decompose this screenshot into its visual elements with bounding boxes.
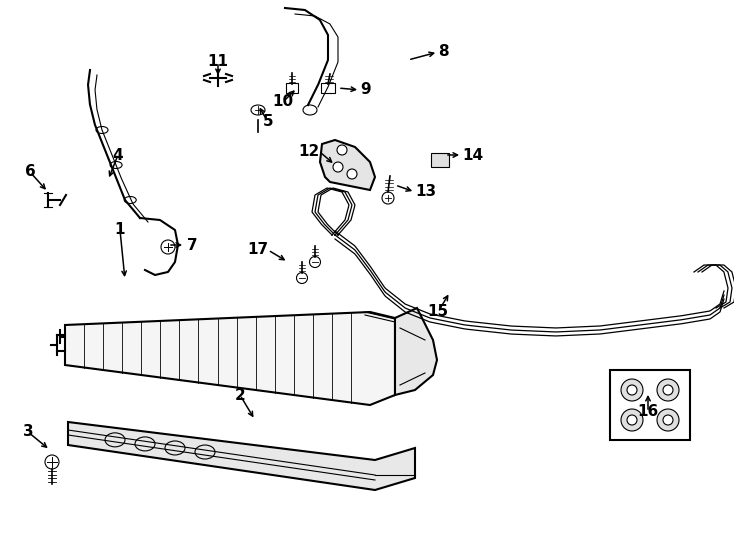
Circle shape bbox=[621, 379, 643, 401]
Circle shape bbox=[45, 455, 59, 469]
Text: 17: 17 bbox=[247, 242, 268, 258]
Text: 13: 13 bbox=[415, 185, 436, 199]
Ellipse shape bbox=[303, 105, 317, 115]
FancyBboxPatch shape bbox=[431, 153, 449, 167]
Text: 12: 12 bbox=[299, 145, 320, 159]
Polygon shape bbox=[320, 140, 375, 190]
Circle shape bbox=[627, 385, 637, 395]
Circle shape bbox=[657, 409, 679, 431]
Text: 10: 10 bbox=[272, 94, 294, 110]
Text: 16: 16 bbox=[637, 404, 658, 420]
Circle shape bbox=[333, 162, 343, 172]
Polygon shape bbox=[65, 312, 395, 405]
Text: 11: 11 bbox=[208, 55, 228, 70]
Ellipse shape bbox=[251, 105, 265, 115]
Text: 15: 15 bbox=[427, 305, 448, 320]
Text: 2: 2 bbox=[235, 388, 245, 402]
Circle shape bbox=[382, 192, 394, 204]
Circle shape bbox=[621, 409, 643, 431]
Circle shape bbox=[297, 273, 308, 284]
Circle shape bbox=[347, 169, 357, 179]
FancyBboxPatch shape bbox=[286, 83, 298, 93]
Polygon shape bbox=[395, 308, 437, 395]
Circle shape bbox=[663, 415, 673, 425]
Text: 6: 6 bbox=[25, 165, 35, 179]
Circle shape bbox=[657, 379, 679, 401]
Text: 8: 8 bbox=[438, 44, 448, 59]
Text: 3: 3 bbox=[23, 424, 33, 440]
Text: 4: 4 bbox=[113, 147, 123, 163]
Circle shape bbox=[337, 145, 347, 155]
Text: 5: 5 bbox=[263, 114, 273, 130]
Text: 14: 14 bbox=[462, 147, 483, 163]
Text: 7: 7 bbox=[187, 238, 197, 253]
Bar bbox=[610, 370, 690, 440]
Circle shape bbox=[663, 385, 673, 395]
Text: 1: 1 bbox=[115, 222, 126, 238]
Text: 9: 9 bbox=[360, 83, 371, 98]
Circle shape bbox=[161, 240, 175, 254]
FancyBboxPatch shape bbox=[321, 83, 335, 93]
Polygon shape bbox=[68, 422, 415, 490]
Circle shape bbox=[310, 256, 321, 267]
Circle shape bbox=[627, 415, 637, 425]
